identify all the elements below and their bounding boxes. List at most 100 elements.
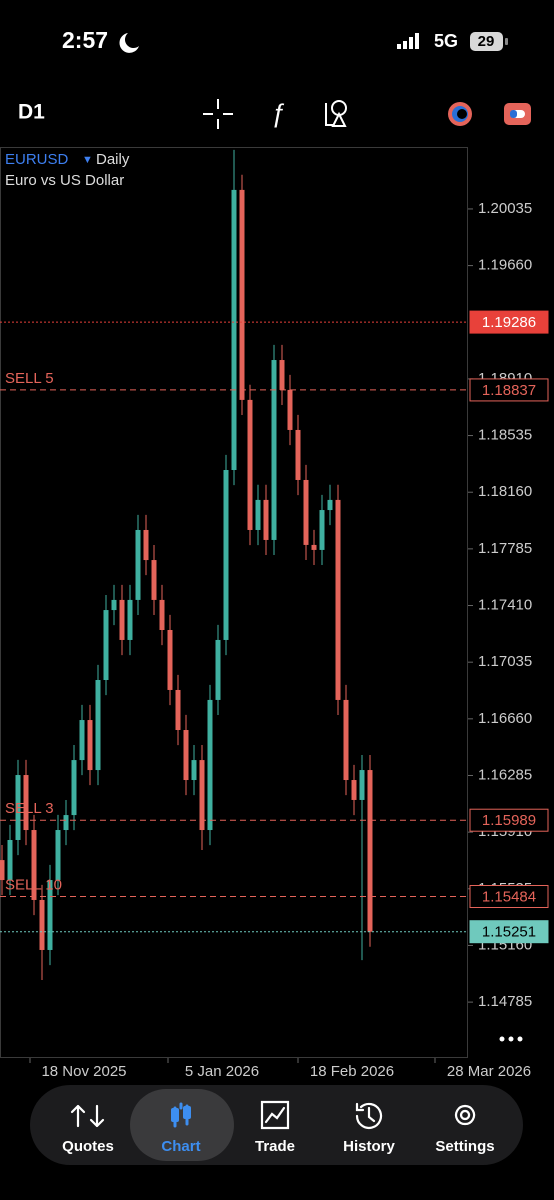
candle-body — [71, 760, 77, 816]
candle-body — [359, 770, 365, 800]
candle-body — [7, 839, 13, 881]
objects-icon[interactable] — [325, 100, 347, 127]
candle-body — [335, 499, 341, 700]
chart-frame — [0, 147, 468, 1058]
more-icon[interactable] — [499, 1036, 523, 1042]
candle-body — [247, 399, 253, 530]
network: 5G — [434, 31, 458, 51]
candle-body — [319, 510, 325, 550]
price-box-label: 1.15251 — [482, 924, 536, 941]
candle-body — [279, 360, 285, 390]
candle-body — [23, 775, 29, 831]
candle-body — [95, 680, 101, 771]
timeframe[interactable]: D1 — [18, 101, 45, 124]
tab-icon[interactable] — [355, 1102, 383, 1129]
tab-icon[interactable] — [70, 1104, 105, 1128]
candle-body — [303, 479, 309, 545]
candle-body — [119, 599, 125, 640]
tab-label[interactable]: Trade — [255, 1138, 295, 1155]
candle-body — [367, 770, 373, 932]
y-tick-label: 1.17035 — [478, 653, 532, 670]
tab-icon[interactable] — [171, 1108, 179, 1122]
candle-body — [47, 880, 53, 950]
candle-body — [215, 639, 221, 700]
candle-body — [79, 720, 85, 761]
candle-body — [199, 760, 205, 831]
candle-body — [271, 360, 277, 540]
candle-body — [255, 499, 261, 530]
candle-body — [295, 429, 301, 480]
candle-body — [31, 830, 37, 900]
battery-level: 29 — [478, 33, 495, 50]
y-tick-label: 1.18160 — [478, 483, 532, 500]
tab-label[interactable]: Settings — [435, 1138, 494, 1155]
tab-icon[interactable] — [454, 1104, 476, 1126]
candle-body — [87, 720, 93, 771]
y-tick-label: 1.16660 — [478, 710, 532, 727]
clock: 2:57 — [62, 27, 108, 53]
account-icon[interactable] — [448, 102, 472, 126]
trade-icon[interactable] — [504, 103, 531, 125]
candle-body — [167, 629, 173, 690]
price-box — [469, 310, 549, 334]
price-box — [469, 808, 549, 832]
x-tick-label: 28 Mar 2026 — [447, 1063, 531, 1080]
indicators-icon[interactable]: ƒ — [271, 98, 285, 128]
price-box-label: 1.15484 — [482, 888, 536, 905]
tab-label[interactable]: Quotes — [62, 1138, 114, 1155]
moon-icon — [119, 33, 139, 53]
symbol-caret[interactable]: ▼ — [82, 154, 93, 166]
level-label: SELL 5 — [5, 370, 54, 387]
level-label: SELL 10 — [5, 876, 62, 893]
battery-tip — [505, 38, 508, 45]
price-box — [469, 920, 549, 944]
candle-body — [143, 529, 149, 561]
candle-body — [327, 499, 333, 511]
candle-body — [207, 699, 213, 831]
tab-icon[interactable] — [260, 1100, 290, 1130]
candle-body — [159, 599, 165, 630]
price-box-label: 1.15989 — [482, 812, 536, 829]
candle-body — [135, 529, 141, 600]
candle-body — [343, 699, 349, 781]
tab-icon[interactable] — [183, 1106, 191, 1119]
y-tick-label: 1.20035 — [478, 200, 532, 217]
tab-label[interactable]: History — [343, 1138, 395, 1155]
price-box-label: 1.19286 — [482, 314, 536, 331]
candle-body — [223, 470, 229, 640]
candle-body — [111, 599, 117, 611]
y-tick-label: 1.19660 — [478, 257, 532, 274]
candle-body — [239, 189, 245, 400]
price-box — [469, 378, 549, 402]
period: Daily — [96, 151, 130, 168]
y-tick-label: 1.17410 — [478, 596, 532, 613]
battery — [470, 32, 503, 51]
candle-body — [183, 730, 189, 781]
candle-body — [55, 830, 61, 881]
price-box — [469, 884, 549, 908]
candle-body — [287, 389, 293, 430]
tabs: Quotes Chart Trade History Settings — [62, 1100, 495, 1155]
x-tick-label: 18 Nov 2025 — [41, 1063, 126, 1080]
candle-body — [175, 689, 181, 731]
plot — [0, 149, 473, 1063]
y-tick-label: 1.14785 — [478, 993, 532, 1010]
level-label: SELL 3 — [5, 800, 54, 817]
candle-body — [63, 815, 69, 831]
y-tick-label: 1.17785 — [478, 540, 532, 557]
x-tick-label: 18 Feb 2026 — [310, 1063, 394, 1080]
candle-body — [0, 860, 5, 881]
description: Euro vs US Dollar — [5, 172, 124, 189]
crosshair-icon[interactable] — [203, 99, 233, 129]
tab-label[interactable]: Chart — [161, 1138, 200, 1155]
symbol[interactable]: EURUSD — [5, 151, 69, 168]
candle-body — [127, 599, 133, 640]
candle-body — [103, 610, 109, 681]
candle-body — [15, 775, 21, 840]
price-box-label: 1.18837 — [482, 382, 536, 399]
y-tick-label: 1.18535 — [478, 427, 532, 444]
candle-body — [39, 899, 45, 950]
y-tick-label: 1.16285 — [478, 766, 532, 783]
